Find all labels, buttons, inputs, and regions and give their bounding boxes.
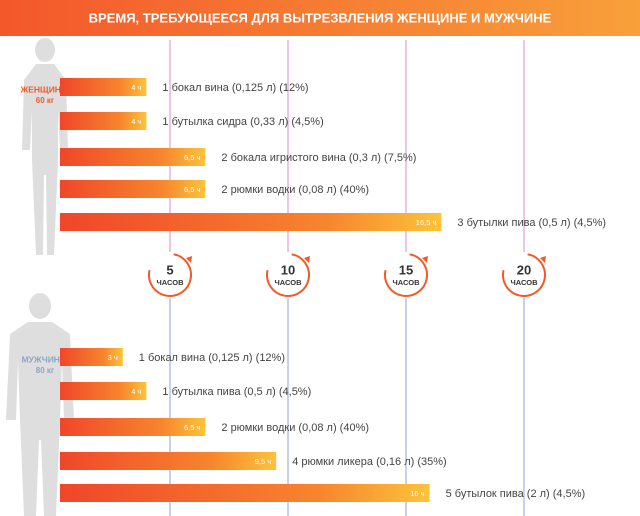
tick-arrow bbox=[186, 256, 192, 263]
category-label: 4 рюмки ликера (0,16 л) (35%) bbox=[292, 456, 447, 468]
tick-circle bbox=[148, 253, 192, 297]
tick-label: 5 bbox=[166, 262, 173, 277]
value-label: 16,5 ч bbox=[416, 218, 437, 227]
tick-arrow bbox=[304, 256, 310, 263]
tick-circle bbox=[502, 253, 546, 297]
value-label: 16 ч bbox=[410, 489, 424, 498]
group-label: МУЖЧИНА, bbox=[22, 354, 69, 364]
tick-unit: ЧАСОВ bbox=[157, 278, 185, 287]
category-label: 1 бутылка сидра (0,33 л) (4,5%) bbox=[162, 116, 323, 128]
group-label: 60 кг bbox=[36, 96, 55, 105]
group-label: 80 кг bbox=[36, 366, 55, 375]
value-label: 4 ч bbox=[131, 117, 141, 126]
value-label: 6,5 ч bbox=[184, 185, 201, 194]
group-label: ЖЕНЩИНА, bbox=[20, 84, 70, 94]
value-label: 4 ч bbox=[131, 83, 141, 92]
value-label: 9,5 ч bbox=[255, 457, 272, 466]
man-silhouette bbox=[6, 293, 74, 516]
category-label: 1 бокал вина (0,125 л) (12%) bbox=[139, 352, 285, 364]
title-banner bbox=[0, 0, 640, 36]
tick-label: 15 bbox=[399, 262, 413, 277]
tick-unit: ЧАСОВ bbox=[393, 278, 421, 287]
category-label: 2 рюмки водки (0,08 л) (40%) bbox=[221, 422, 369, 434]
category-label: 5 бутылок пива (2 л) (4,5%) bbox=[446, 488, 586, 500]
tick-arrow bbox=[540, 256, 546, 263]
bar bbox=[60, 418, 206, 436]
bar bbox=[60, 148, 206, 166]
tick-circle bbox=[384, 253, 428, 297]
bar bbox=[60, 78, 147, 96]
bar bbox=[60, 213, 442, 231]
tick-circle bbox=[266, 253, 310, 297]
bar bbox=[60, 382, 147, 400]
category-label: 3 бутылки пива (0,5 л) (4,5%) bbox=[457, 217, 606, 229]
tick-label: 10 bbox=[281, 262, 295, 277]
tick-arrow bbox=[422, 256, 428, 263]
bar bbox=[60, 112, 147, 130]
bar bbox=[60, 348, 123, 366]
tick-unit: ЧАСОВ bbox=[275, 278, 303, 287]
tick-label: 20 bbox=[517, 262, 531, 277]
bar bbox=[60, 452, 277, 470]
bar bbox=[60, 484, 430, 502]
category-label: 2 рюмки водки (0,08 л) (40%) bbox=[221, 184, 369, 196]
woman-silhouette bbox=[22, 38, 68, 255]
value-label: 4 ч bbox=[131, 387, 141, 396]
value-label: 6,5 ч bbox=[184, 423, 201, 432]
value-label: 3 ч bbox=[108, 353, 118, 362]
bar bbox=[60, 180, 206, 198]
category-label: 1 бокал вина (0,125 л) (12%) bbox=[162, 82, 308, 94]
value-label: 6,5 ч bbox=[184, 153, 201, 162]
title: ВРЕМЯ, ТРЕБУЮЩЕЕСЯ ДЛЯ ВЫТРЕЗВЛЕНИЯ ЖЕНЩ… bbox=[89, 10, 552, 25]
category-label: 2 бокала игристого вина (0,3 л) (7,5%) bbox=[221, 152, 416, 164]
category-label: 1 бутылка пива (0,5 л) (4,5%) bbox=[162, 386, 311, 398]
tick-unit: ЧАСОВ bbox=[511, 278, 539, 287]
